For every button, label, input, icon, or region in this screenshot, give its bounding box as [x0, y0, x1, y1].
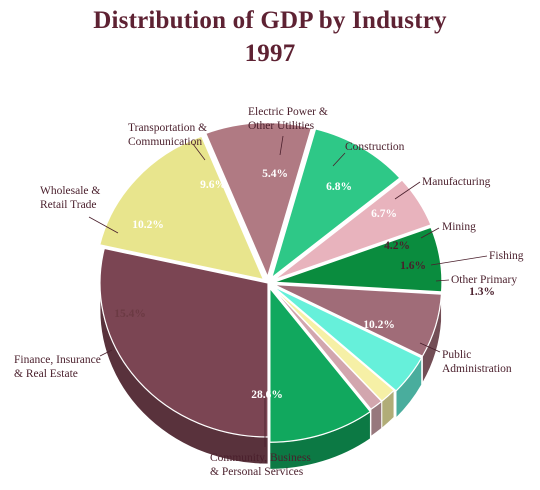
slice-category-label: Other Primary: [451, 274, 517, 286]
slice-value-label: 1.3%: [469, 286, 495, 298]
chart-title: Distribution of GDP by Industry: [93, 7, 447, 34]
pie-slice: [273, 179, 432, 281]
slice-category-label: Wholesale & Retail Trade: [40, 185, 100, 211]
slice-category-label: Fishing: [489, 250, 524, 262]
pie-slice: [269, 287, 371, 443]
pie-slice: [273, 226, 443, 293]
slice-value-label: 6.7%: [371, 208, 397, 220]
slice-category-label: Construction: [345, 141, 405, 153]
leader-line: [192, 143, 206, 161]
slice-value-label: 10.2%: [132, 219, 164, 231]
slice-category-label: Finance, Insurance & Real Estate: [14, 354, 101, 380]
leader-line: [332, 152, 346, 167]
slice-value-label: 15.4%: [114, 308, 146, 320]
chart-subtitle: 1997: [244, 40, 296, 67]
slice-value-label: 10.2%: [363, 319, 395, 331]
pie-sides: [99, 282, 443, 470]
slice-value-label: 9.6%: [200, 179, 226, 191]
leader-line: [419, 342, 441, 353]
slice-category-label: Public Administration: [442, 349, 512, 375]
slice-category-label: Community, Business & Personal Services: [210, 452, 311, 478]
pie-slice: [271, 128, 401, 279]
pie-slice: [273, 283, 443, 357]
pie-labels: 28.6% 15.4% 10.2% 9.6% 5.4% 6.8% 6.7% 4.2% 1.6% 1…: [14, 106, 524, 478]
leader-line: [279, 135, 284, 156]
pie-slice: [205, 121, 313, 278]
pie-slice: [272, 285, 423, 392]
leader-line: [394, 181, 421, 200]
leader-line: [420, 227, 440, 239]
pie-slice: [99, 247, 269, 438]
slice-category-label: Electric Power & Other Utilities: [248, 106, 328, 132]
slice-value-label: 1.6%: [400, 260, 426, 272]
slice-category-label: Transportation & Communication: [128, 122, 207, 148]
slice-category-label: Mining: [442, 221, 476, 233]
slice-value-label: 4.2%: [384, 240, 410, 252]
pie-tops: [99, 121, 443, 443]
pie-slice: [99, 135, 265, 281]
pie-slice: [269, 285, 383, 410]
leader-line: [430, 255, 488, 266]
leader-line: [88, 216, 119, 234]
leader-line: [435, 279, 450, 282]
slice-value-label: 28.6%: [251, 389, 283, 401]
slice-value-label: 5.4%: [262, 168, 288, 180]
slice-value-label: 6.8%: [326, 181, 352, 193]
leader-line: [99, 349, 113, 357]
slice-category-label: Manufacturing: [422, 176, 491, 188]
